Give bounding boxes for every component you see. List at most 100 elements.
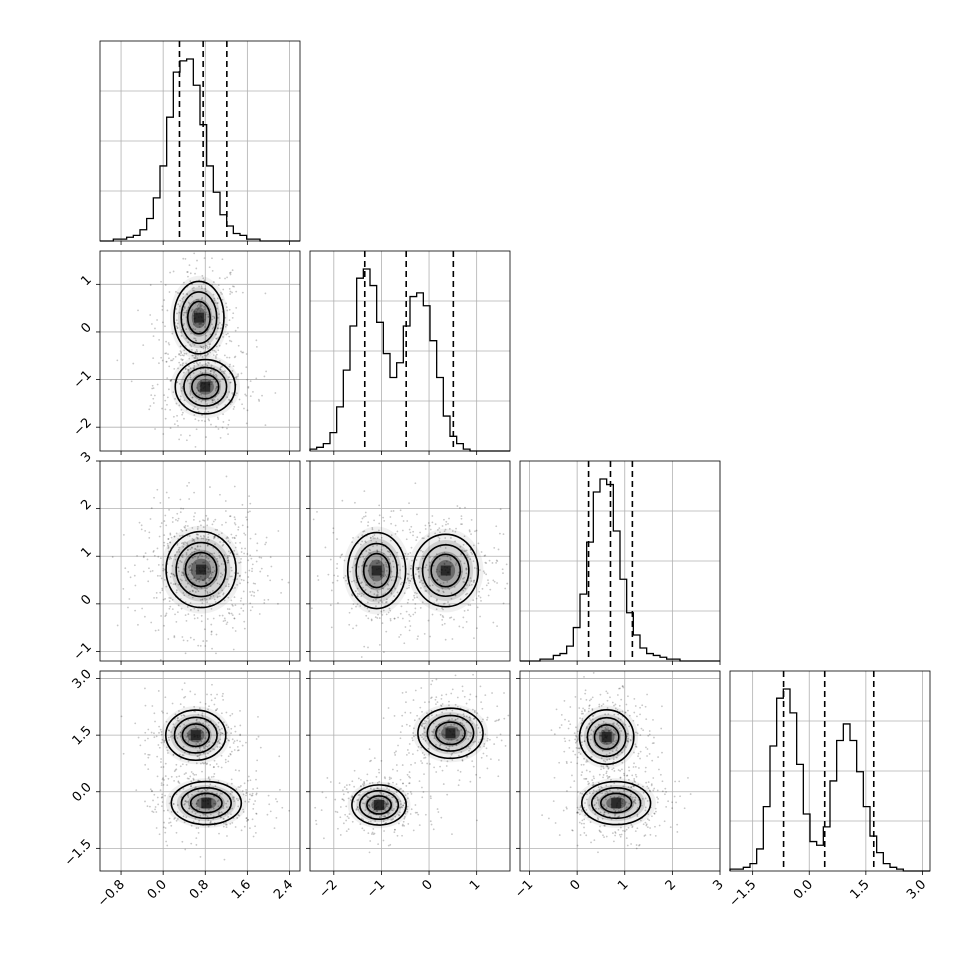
scatter-point xyxy=(576,739,579,742)
scatter-point xyxy=(203,257,206,260)
scatter-point xyxy=(204,589,207,592)
scatter-point xyxy=(370,587,373,590)
scatter-point xyxy=(196,533,199,536)
scatter-point xyxy=(438,537,441,540)
scatter-point xyxy=(625,828,628,831)
scatter-point xyxy=(224,277,226,280)
scatter-point xyxy=(621,761,624,764)
scatter-point xyxy=(620,833,623,836)
scatter-point xyxy=(180,529,183,531)
scatter-point xyxy=(347,828,350,831)
scatter-point xyxy=(187,594,190,596)
scatter-point xyxy=(230,813,232,816)
scatter-point xyxy=(632,719,635,722)
scatter-point xyxy=(485,755,488,757)
scatter-point xyxy=(216,746,219,748)
scatter-point xyxy=(211,647,213,650)
scatter-point xyxy=(216,398,219,401)
scatter-point xyxy=(342,789,344,792)
scatter-point xyxy=(619,776,622,779)
scatter-point xyxy=(217,725,220,728)
scatter-point xyxy=(216,327,219,330)
scatter-point xyxy=(399,811,401,814)
scatter-point xyxy=(197,307,200,310)
scatter-point xyxy=(476,606,479,609)
scatter-point xyxy=(614,703,617,706)
scatter-point xyxy=(236,739,239,742)
scatter-point xyxy=(353,800,355,803)
scatter-point xyxy=(221,695,224,698)
scatter-point xyxy=(200,346,203,349)
scatter-point xyxy=(563,750,566,753)
scatter-point xyxy=(453,723,456,726)
scatter-point xyxy=(181,530,184,532)
scatter-point xyxy=(194,570,197,572)
scatter-point xyxy=(633,778,636,780)
scatter-point xyxy=(151,790,153,793)
scatter-point xyxy=(212,399,214,402)
scatter-point xyxy=(620,698,623,701)
scatter-point xyxy=(564,740,567,743)
scatter-point xyxy=(217,780,220,783)
scatter-point xyxy=(159,728,162,731)
x-tick-label: 0.0 xyxy=(791,877,816,902)
scatter-point xyxy=(152,549,155,552)
scatter-point xyxy=(628,802,631,805)
scatter-point xyxy=(497,548,500,551)
scatter-point xyxy=(213,535,216,538)
scatter-point xyxy=(186,271,189,273)
scatter-point xyxy=(230,732,233,735)
scatter-point xyxy=(162,433,165,435)
scatter-point xyxy=(420,724,423,727)
scatter-point xyxy=(617,828,620,831)
scatter-point xyxy=(195,548,198,551)
scatter-point xyxy=(221,544,224,547)
scatter-point xyxy=(429,556,431,559)
scatter-point xyxy=(275,816,278,819)
scatter-point xyxy=(186,293,189,296)
scatter-point xyxy=(377,843,380,846)
scatter-point xyxy=(451,530,454,532)
scatter-point xyxy=(430,823,433,826)
scatter-point xyxy=(183,803,185,806)
scatter-point xyxy=(170,572,173,575)
scatter-point xyxy=(435,696,438,699)
scatter-point xyxy=(194,710,197,713)
y-tick-label: 3 xyxy=(78,449,94,465)
scatter-point xyxy=(378,529,380,532)
scatter-point xyxy=(188,434,191,437)
scatter-point xyxy=(178,546,181,549)
scatter-point xyxy=(193,337,195,340)
scatter-point xyxy=(398,788,401,791)
scatter-point xyxy=(381,582,383,585)
scatter-panel-2-1 xyxy=(306,460,511,665)
scatter-point xyxy=(212,571,214,574)
scatter-point xyxy=(175,591,178,594)
scatter-point xyxy=(180,607,183,610)
scatter-point xyxy=(218,277,221,279)
scatter-point xyxy=(432,731,434,734)
scatter-point xyxy=(387,611,390,614)
scatter-point xyxy=(166,542,169,545)
scatter-point xyxy=(476,712,479,715)
scatter-point xyxy=(189,393,192,396)
scatter-point xyxy=(408,586,410,589)
scatter-point xyxy=(245,394,248,397)
scatter-point xyxy=(350,593,353,596)
scatter-point xyxy=(386,803,388,806)
scatter-point xyxy=(455,739,458,742)
scatter-point xyxy=(475,529,478,532)
scatter-point xyxy=(191,537,194,540)
scatter-point xyxy=(491,692,493,694)
grid xyxy=(100,41,300,241)
scatter-point xyxy=(202,579,205,582)
scatter-point xyxy=(188,264,191,267)
scatter-point xyxy=(418,581,421,584)
scatter-point xyxy=(376,590,379,593)
scatter-point xyxy=(202,579,204,582)
scatter-point xyxy=(462,543,465,546)
scatter-point xyxy=(602,805,605,808)
scatter-point xyxy=(254,533,257,536)
scatter-point xyxy=(436,701,439,704)
